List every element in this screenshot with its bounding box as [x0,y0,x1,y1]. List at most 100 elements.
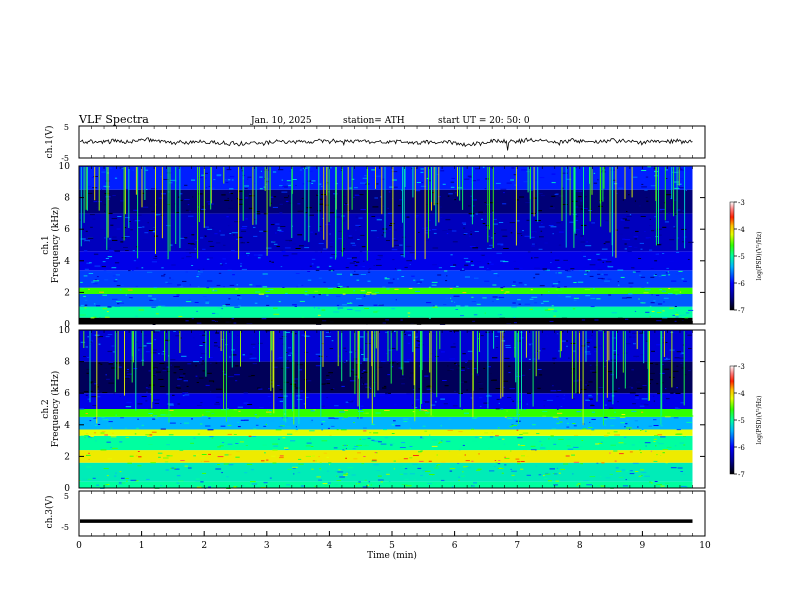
ch2-spectrogram-speckle [501,340,506,342]
ch1-spectrogram-sferic [591,167,593,195]
ch1-spectrogram-speckle [453,264,457,266]
ch2-spectrogram-speckle [495,435,499,437]
ch2-spectrogram-speckle [521,374,526,376]
ch2-spectrogram-speckle [685,359,688,361]
ch2-spectrogram-speckle [549,468,555,470]
ch2-spectrogram-speckle [625,470,631,472]
ch1-spectrogram-speckle [216,284,221,286]
ch2-spectrogram-sferic [96,331,98,424]
ch2-spectrogram-speckle [192,337,195,339]
ch1-spectrogram-speckle [643,292,649,294]
ch1-spectrogram-sferic [583,167,584,235]
ch1-spectrogram-speckle [555,289,559,291]
ch1-spectrogram-speckle [535,179,538,181]
ch2-spectrogram-speckle [670,392,674,394]
ch1-colorbar-ticks: -3-4-5-6-7 [734,199,745,315]
ch1-spectrogram-speckle [169,279,174,281]
ch2-spectrogram-sferic [671,331,673,388]
ch1-spectrogram-speckle [685,312,690,314]
ch2-spectrogram-speckle [632,332,639,334]
ch2-spectrogram-speckle [512,400,515,402]
ch1-spectrogram-speckle [663,202,666,204]
ch1-spectrogram-speckle [185,249,191,251]
ch1-spectrogram-speckle [348,237,353,239]
ch2-spectrogram-speckle [285,331,290,333]
ch1-spectrogram-speckle [375,264,382,266]
ch1-spectrogram-speckle [338,230,343,232]
ch2-spectrogram-speckle [403,473,408,475]
ch1-spectrogram-speckle [409,252,416,254]
ch1-spectrogram-speckle [322,217,324,219]
ch1-spectrogram-ytick-label: 10 [59,162,71,172]
ch1-spectrogram-speckle [318,277,322,279]
ch2-spectrogram-speckle [508,372,511,373]
ch1-spectrogram-speckle [196,310,198,312]
ch2-spectrogram-speckle [520,337,524,339]
ch1-spectrogram-speckle [238,305,241,307]
ch1-spectrogram-speckle [184,184,188,186]
ch2-spectrogram-speckle [598,330,603,332]
ch2-spectrogram-speckle [178,480,184,482]
ch2-spectrogram-speckle [237,422,239,423]
ch2-spectrogram-speckle [398,458,404,460]
ch1-spectrogram-speckle [353,290,356,292]
ch1-spectrogram-speckle [602,197,605,199]
ch2-spectrogram-sferic [240,331,241,367]
ch1-spectrogram-speckle [310,231,313,233]
ch1-spectrogram-speckle [663,301,665,303]
ch1-spectrogram-speckle [311,182,314,184]
ch1-spectrogram-speckle [673,289,679,291]
ch2-spectrogram-speckle [588,394,592,396]
ch2-spectrogram-sferic [596,331,598,402]
ch1-spectrogram-speckle [247,255,249,257]
ch2-spectrogram-speckle [171,467,175,469]
ch1-spectrogram-speckle [214,233,218,235]
ch1-spectrogram-speckle [416,182,421,183]
ch1-spectrogram-speckle [167,204,171,205]
ch2-spectrogram-speckle [615,470,622,472]
ch2-spectrogram-speckle [588,381,593,383]
ch2-spectrogram-speckle [543,400,547,401]
ch1-spectrogram-sferic [210,167,212,210]
ch2-spectrogram-speckle [589,433,592,435]
ch2-spectrogram-speckle [502,454,506,456]
ch1-spectrogram-speckle [639,274,642,276]
ch2-spectrogram-speckle [464,454,466,456]
ch1-spectrogram-speckle [651,294,653,296]
ch1-spectrogram-sferic [347,167,349,230]
ch1-spectrogram-speckle [559,195,564,197]
ch2-spectrogram-speckle [367,484,370,486]
ch1-spectrogram-sferic [124,167,126,215]
ch2-spectrogram-speckle [90,382,92,384]
ch2-spectrogram-band [79,416,693,430]
ch1-spectrogram-speckle [629,286,633,288]
ch2-spectrogram-speckle [546,399,553,401]
ch1-spectrogram-speckle [585,245,592,247]
ch2-spectrogram-speckle [184,394,190,396]
ch2-spectrogram-speckle [687,334,692,336]
ch1-spectrogram-speckle [591,222,595,224]
ch1-spectrogram-speckle [144,232,149,234]
ch1-spectrogram-speckle [345,267,349,269]
ch2-spectrogram-speckle [388,481,391,483]
ch1-spectrogram-speckle [504,292,506,294]
ch1-spectrogram-speckle [148,230,154,231]
ch2-spectrogram-speckle [666,360,668,362]
ch1-spectrogram-speckle [624,219,630,221]
ch2-spectrogram-speckle [150,393,152,395]
ch2-spectrogram-speckle [629,428,631,430]
ch1-spectrogram-speckle [284,247,291,249]
ch1-spectrogram-speckle [284,197,289,199]
ch1-spectrogram-speckle [558,295,560,297]
ch2-spectrogram-speckle [271,455,276,457]
ch2-spectrogram-speckle [537,387,541,389]
ch1-spectrogram-speckle [179,193,183,195]
ch2-spectrogram-speckle [315,353,321,355]
ch2-spectrogram-speckle [458,449,461,451]
ch2-spectrogram-speckle [238,410,241,412]
ch1-spectrogram-speckle [168,233,170,235]
ch2-spectrogram-speckle [83,391,89,393]
ch1-spectrogram-speckle [203,296,207,298]
ch2-spectrogram-speckle [662,363,664,365]
ch1-spectrogram-speckle [177,166,181,168]
